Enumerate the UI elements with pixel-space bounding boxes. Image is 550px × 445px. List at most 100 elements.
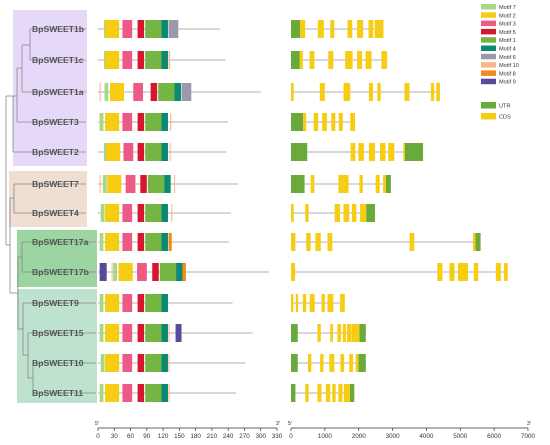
cds-block: [313, 113, 319, 131]
motif-5-block: [137, 20, 145, 38]
motif-4-block: [164, 175, 171, 193]
motif-3-block: [133, 83, 144, 101]
motif-1-block: [145, 51, 162, 69]
legend-swatch-motif-10: [481, 62, 496, 68]
cds-block: [409, 233, 415, 251]
motif-3-block: [137, 263, 147, 281]
motif-5-block: [150, 83, 158, 101]
motif-4-block: [176, 263, 183, 281]
cds-block: [291, 204, 294, 222]
legend-label-motif-3: Motif 3: [499, 22, 516, 28]
motif-2-block: [105, 20, 120, 38]
motif-5-block: [137, 294, 145, 312]
motif-5-block: [152, 263, 159, 281]
motif-5-block: [137, 143, 145, 161]
cds-block: [343, 83, 351, 101]
utr-block: [385, 175, 391, 193]
gene-five-prime-label: 5': [288, 421, 292, 427]
motif-1-block: [145, 294, 162, 312]
motif-3-block: [122, 354, 133, 372]
motif-4-block: [161, 233, 168, 251]
legend-swatch-cds: [481, 113, 496, 120]
cds-block: [365, 51, 372, 69]
cds-block: [368, 83, 373, 101]
cds-block: [300, 20, 306, 38]
gene-tick-label: 2000: [352, 433, 367, 440]
motif-2-block: [105, 51, 120, 69]
gene-label: BpSWEET3: [32, 117, 79, 127]
motif-10-block: [173, 175, 176, 193]
cds-block: [327, 294, 334, 312]
motif-tick-label: 210: [207, 433, 218, 440]
motif-7-block: [103, 143, 108, 161]
legend-label-motif-7: Motif 7: [499, 5, 516, 11]
motif-5-block: [140, 175, 147, 193]
motif-7-block: [99, 294, 104, 312]
legend-swatch-motif-2: [481, 12, 496, 18]
cds-block: [291, 263, 296, 281]
cds-block: [321, 294, 325, 312]
motif-tick-label: 120: [158, 433, 169, 440]
motif-4-block: [161, 143, 168, 161]
gene-label: BpSWEET1a: [32, 87, 84, 97]
motif-1-block: [145, 20, 162, 38]
motif-4-block: [161, 354, 168, 372]
cds-block: [495, 263, 501, 281]
cds-block: [343, 204, 350, 222]
gene-structure-panel: [291, 20, 508, 402]
cds-block: [473, 233, 476, 251]
cds-block: [307, 354, 312, 372]
motif-1-block: [145, 324, 162, 342]
motif-1-block: [145, 354, 162, 372]
cds-block: [291, 83, 294, 101]
cds-block: [388, 143, 395, 161]
motif-9-block: [175, 324, 182, 342]
subfamily-box-3: [17, 230, 97, 287]
cds-block: [342, 324, 346, 342]
cds-block: [295, 294, 299, 312]
gene-tick-label: 3000: [386, 433, 401, 440]
legend-swatch-motif-6: [481, 53, 496, 60]
cds-block: [351, 204, 357, 222]
motif-4-block: [161, 294, 168, 312]
cds-block: [375, 175, 380, 193]
motif-3-block: [122, 233, 133, 251]
motif-3-block: [123, 143, 134, 161]
cds-block: [449, 263, 455, 281]
motif-8-block: [182, 263, 186, 281]
legend-label-utr: UTR: [499, 104, 511, 110]
cds-block: [315, 233, 321, 251]
motif-7-block: [100, 204, 105, 222]
motif-1-block: [145, 384, 162, 402]
cds-block: [328, 51, 334, 69]
motif-10-block: [169, 143, 171, 161]
legend-swatch-motif-4: [481, 45, 496, 51]
motif-3-block: [122, 204, 133, 222]
gene-tick-label: 6000: [487, 433, 502, 440]
motif-2-block: [109, 83, 125, 101]
utr-block: [404, 143, 424, 161]
legend-swatch-motif-1: [481, 37, 496, 43]
motif-tick-label: 240: [223, 433, 234, 440]
motif-7-block: [99, 113, 104, 131]
motif-4-block: [161, 384, 168, 402]
motif-1-block: [158, 83, 175, 101]
motif-2-block: [105, 354, 120, 372]
cds-block: [377, 83, 381, 101]
legend-swatch-motif-3: [481, 20, 496, 27]
motif-tick-label: 330: [272, 433, 283, 440]
gene-label: BpSWEET17a: [32, 237, 89, 247]
motif-3-block: [122, 51, 133, 69]
cds-block: [404, 83, 410, 101]
gene-label: BpSWEET15: [32, 328, 84, 338]
cds-block: [343, 384, 350, 402]
legend-swatch-utr: [481, 102, 496, 109]
cds-block: [346, 324, 352, 342]
motif-7-block: [99, 384, 104, 402]
legend-label-motif-8: Motif 8: [499, 71, 516, 77]
cds-block: [340, 354, 345, 372]
cds-block: [302, 294, 307, 312]
motif-2-block: [105, 294, 120, 312]
legend-label-motif-4: Motif 4: [499, 47, 516, 53]
motif-10-block: [168, 51, 171, 69]
